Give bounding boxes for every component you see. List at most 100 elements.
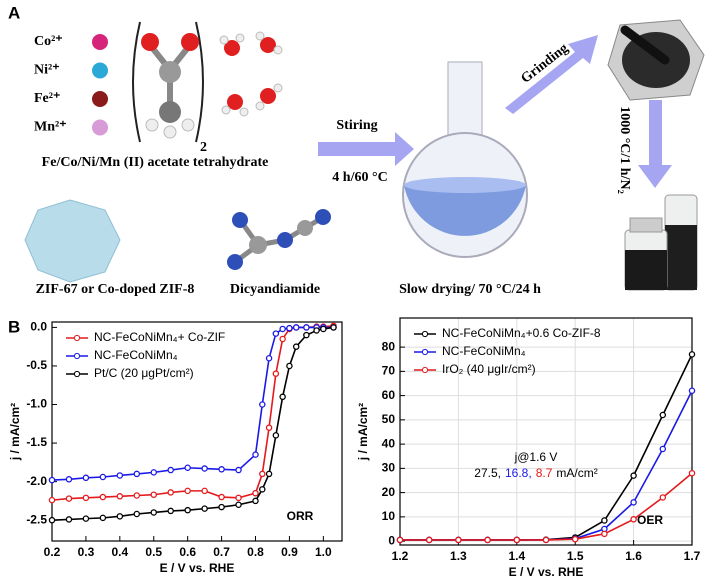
data-point: [236, 467, 241, 472]
legend-label: IrO₂ (40 μgIr/cm²): [442, 362, 536, 376]
water-molecules: [220, 32, 282, 116]
y-tick-label: -0.5: [26, 358, 47, 372]
drying-label: Slow drying/ 70 °C/24 h: [399, 282, 541, 297]
figure: A B Co²⁺Ni²⁺Fe²⁺Mn²⁺ 2 Fe/Co/Ni/Mn (II) …: [0, 0, 706, 580]
data-point: [253, 452, 258, 457]
legend-label: NC-FeCoNiMn₄: [442, 344, 526, 358]
data-point: [260, 487, 265, 492]
data-point: [689, 471, 694, 476]
data-point: [168, 467, 173, 472]
data-point: [236, 502, 241, 507]
data-point: [304, 325, 309, 330]
data-point: [314, 328, 319, 333]
data-point: [660, 495, 665, 500]
data-point: [602, 531, 607, 536]
data-point: [83, 475, 88, 480]
data-point: [117, 514, 122, 519]
data-point: [280, 394, 285, 399]
x-tick-label: 1.4: [508, 549, 525, 563]
data-point: [151, 510, 156, 515]
x-tick-label: 0.4: [111, 545, 128, 559]
zif-label: ZIF-67 or Co-doped ZIF-8: [36, 282, 195, 297]
x-tick-label: 1.3: [450, 549, 467, 563]
data-point: [219, 494, 224, 499]
x-tick-label: 0.9: [281, 545, 298, 559]
vials: [625, 195, 697, 290]
mortar: [608, 20, 704, 100]
data-point: [49, 518, 54, 523]
data-point: [117, 473, 122, 478]
acetate-label: Fe/Co/Ni/Mn (II) acetate tetrahydrate: [42, 155, 269, 170]
y-axis-label: j / mA/cm²: [8, 403, 22, 461]
data-point: [168, 508, 173, 513]
ion-list: Co²⁺Ni²⁺Fe²⁺Mn²⁺: [34, 34, 108, 136]
data-point: [100, 515, 105, 520]
ion-label: Co²⁺: [34, 34, 63, 49]
data-point: [266, 356, 271, 361]
legend-marker: [74, 335, 79, 340]
data-point: [202, 488, 207, 493]
data-point: [202, 506, 207, 511]
step-label: 1000 °C/1 h/N₂: [617, 106, 632, 194]
x-tick-label: 0.2: [44, 545, 61, 559]
data-point: [573, 537, 578, 542]
y-tick-label: 70: [382, 364, 396, 378]
data-point: [602, 518, 607, 523]
step-label: 4 h/60 °C: [332, 170, 387, 185]
corner-label: ORR: [287, 509, 314, 523]
data-point: [273, 433, 278, 438]
data-point: [151, 492, 156, 497]
x-axis-label: E / V vs. RHE: [509, 565, 584, 579]
x-axis-label: E / V vs. RHE: [160, 561, 235, 575]
legend-marker: [74, 353, 79, 358]
data-point: [117, 494, 122, 499]
annotation-title: j@1.6 V: [514, 450, 558, 464]
ion-label: Mn²⁺: [34, 120, 67, 135]
data-point: [631, 473, 636, 478]
flask: [403, 62, 527, 257]
data-point: [660, 446, 665, 451]
legend-marker: [422, 349, 427, 354]
data-point: [273, 331, 278, 336]
dicyandiamide-label: Dicyandiamide: [230, 282, 320, 297]
acetate-molecule: [133, 22, 203, 142]
x-tick-label: 1.0: [315, 545, 332, 559]
data-point: [134, 511, 139, 516]
x-tick-label: 0.8: [247, 545, 264, 559]
data-point: [266, 425, 271, 430]
data-point: [631, 500, 636, 505]
data-point: [202, 466, 207, 471]
ion-dot: [92, 120, 108, 136]
data-point: [66, 517, 71, 522]
data-point: [83, 495, 88, 500]
ion-dot: [92, 34, 108, 50]
legend-label: Pt/C (20 μgPt/cm²): [94, 366, 194, 380]
data-point: [689, 352, 694, 357]
data-point: [83, 516, 88, 521]
x-tick-label: 1.2: [392, 549, 409, 563]
data-point: [660, 412, 665, 417]
data-point: [100, 494, 105, 499]
y-tick-label: 30: [382, 461, 396, 475]
y-axis-label: j / mA/cm²: [356, 403, 370, 461]
data-point: [100, 474, 105, 479]
data-point: [66, 477, 71, 482]
data-point: [321, 326, 326, 331]
data-point: [280, 326, 285, 331]
data-point: [134, 493, 139, 498]
data-point: [485, 537, 490, 542]
data-point: [294, 344, 299, 349]
data-point: [134, 471, 139, 476]
data-point: [236, 495, 241, 500]
data-point: [266, 471, 271, 476]
data-point: [219, 504, 224, 509]
data-point: [168, 490, 173, 495]
data-point: [260, 471, 265, 476]
data-point: [185, 465, 190, 470]
panel-label: A: [8, 3, 20, 22]
data-point: [631, 517, 636, 522]
x-tick-label: 1.5: [567, 549, 584, 563]
y-tick-label: 0.0: [30, 320, 47, 334]
arrow: [638, 100, 672, 188]
dicyandiamide-molecule: [227, 209, 331, 270]
